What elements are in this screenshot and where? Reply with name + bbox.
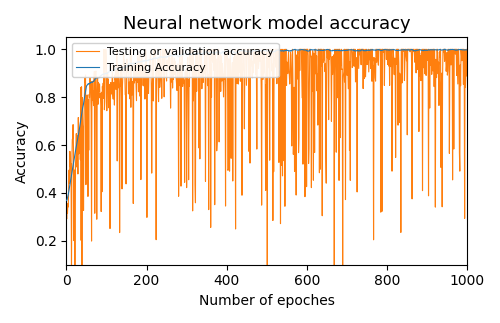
Training Accuracy xyxy=(88,80,94,84)
Testing or validation accuracy xyxy=(446,52,452,56)
Training Accuracy xyxy=(445,48,451,52)
Testing or validation accuracy xyxy=(146,92,152,96)
Training Accuracy xyxy=(390,48,396,52)
Line: Training Accuracy: Training Accuracy xyxy=(66,49,468,201)
Training Accuracy xyxy=(442,47,448,51)
Legend: Testing or validation accuracy, Training Accuracy: Testing or validation accuracy, Training… xyxy=(72,43,278,77)
Testing or validation accuracy xyxy=(464,47,470,51)
X-axis label: Number of epoches: Number of epoches xyxy=(199,294,335,308)
Y-axis label: Accuracy: Accuracy xyxy=(15,119,29,183)
Training Accuracy xyxy=(376,47,382,51)
Training Accuracy xyxy=(464,48,470,52)
Testing or validation accuracy xyxy=(64,197,70,201)
Training Accuracy xyxy=(144,58,150,62)
Testing or validation accuracy xyxy=(418,69,424,73)
Line: Testing or validation accuracy: Testing or validation accuracy xyxy=(66,49,468,269)
Title: Neural network model accuracy: Neural network model accuracy xyxy=(123,15,410,33)
Training Accuracy xyxy=(64,199,70,203)
Training Accuracy xyxy=(418,48,424,52)
Testing or validation accuracy xyxy=(392,73,398,77)
Testing or validation accuracy xyxy=(376,47,382,51)
Testing or validation accuracy xyxy=(88,110,94,114)
Testing or validation accuracy xyxy=(101,47,107,51)
Testing or validation accuracy xyxy=(68,267,74,271)
